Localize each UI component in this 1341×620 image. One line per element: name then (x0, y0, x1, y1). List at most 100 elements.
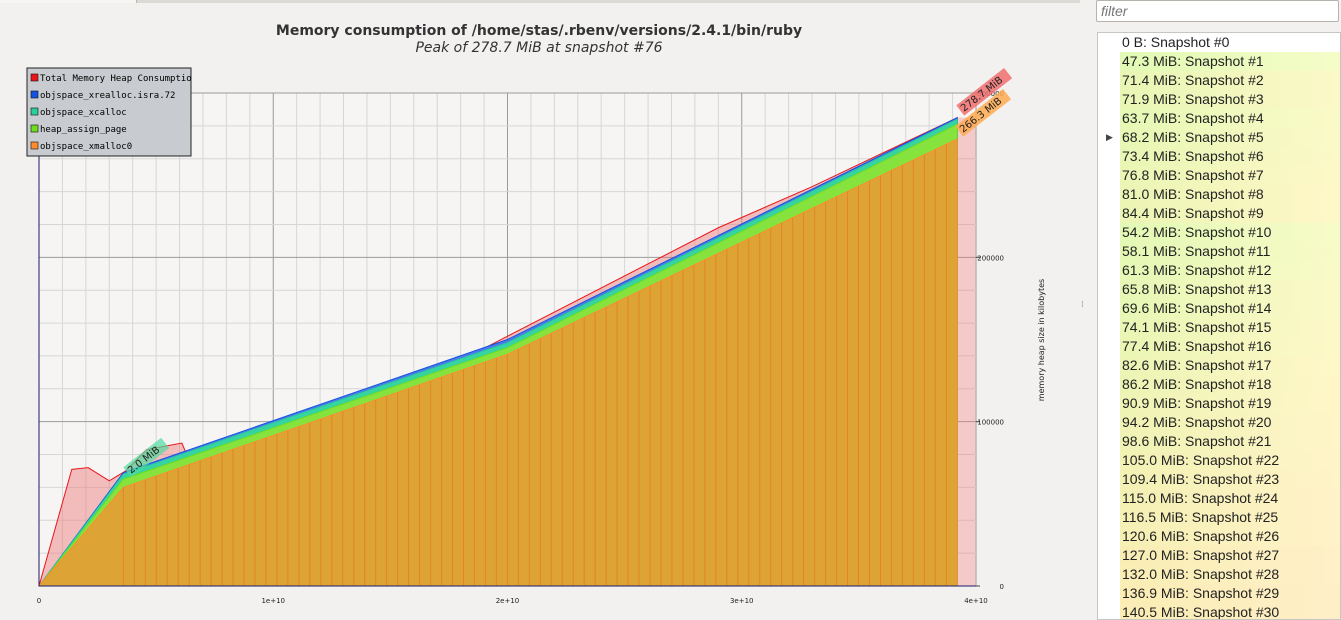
y-axis-label: memory heap size in kilobytes (1037, 279, 1046, 401)
snapshot-bar (1120, 318, 1340, 337)
snapshot-label: 71.4 MiB: Snapshot #2 (1122, 72, 1264, 88)
snapshot-bar (1120, 603, 1340, 619)
snapshot-row[interactable]: 140.5 MiB: Snapshot #30 (1098, 603, 1340, 619)
snapshot-label: 84.4 MiB: Snapshot #9 (1122, 205, 1264, 221)
snapshot-bar (1120, 261, 1340, 280)
snapshot-row[interactable]: 54.2 MiB: Snapshot #10 (1098, 223, 1340, 242)
legend-swatch (30, 124, 39, 133)
y-tick-label: 200000 (977, 254, 1004, 262)
x-tick-label: 4e+10 (964, 597, 988, 605)
snapshot-label: 58.1 MiB: Snapshot #11 (1122, 243, 1271, 259)
snapshot-bar (1120, 546, 1340, 565)
tab-active[interactable] (0, 0, 137, 3)
annotation-bg (123, 437, 170, 478)
snapshot-row[interactable]: 86.2 MiB: Snapshot #18 (1098, 375, 1340, 394)
snapshot-label: 47.3 MiB: Snapshot #1 (1122, 53, 1264, 69)
snapshot-label: 94.2 MiB: Snapshot #20 (1122, 414, 1272, 430)
snapshot-label: 132.0 MiB: Snapshot #28 (1122, 566, 1280, 582)
snapshot-row[interactable]: 116.5 MiB: Snapshot #25 (1098, 508, 1340, 527)
snapshot-row[interactable]: 136.9 MiB: Snapshot #29 (1098, 584, 1340, 603)
splitter-handle[interactable]: ⁞ (1081, 300, 1084, 310)
snapshot-row[interactable]: 120.6 MiB: Snapshot #26 (1098, 527, 1340, 546)
snapshot-bar (1120, 432, 1340, 451)
snapshot-row[interactable]: 127.0 MiB: Snapshot #27 (1098, 546, 1340, 565)
snapshot-list[interactable]: 0 B: Snapshot #0 47.3 MiB: Snapshot #1 71.… (1097, 32, 1341, 620)
snapshot-bar (1120, 413, 1340, 432)
snapshot-label: 73.4 MiB: Snapshot #6 (1122, 148, 1264, 164)
snapshot-bar (1120, 223, 1340, 242)
snapshot-label: 77.4 MiB: Snapshot #16 (1122, 338, 1272, 354)
snapshot-label: 76.8 MiB: Snapshot #7 (1122, 167, 1264, 183)
snapshot-row[interactable]: 105.0 MiB: Snapshot #22 (1098, 451, 1340, 470)
snapshot-row[interactable]: 84.4 MiB: Snapshot #9 (1098, 204, 1340, 223)
chart-title: Memory consumption of /home/stas/.rbenv/… (276, 23, 802, 39)
snapshot-bar (1120, 109, 1340, 128)
legend-swatch (30, 107, 39, 116)
snapshot-row[interactable]: 63.7 MiB: Snapshot #4 (1098, 109, 1340, 128)
snapshot-row[interactable]: 98.6 MiB: Snapshot #21 (1098, 432, 1340, 451)
legend-swatch (30, 90, 39, 99)
snapshot-row[interactable]: 47.3 MiB: Snapshot #1 (1098, 52, 1340, 71)
snapshot-bar (1120, 52, 1340, 71)
snapshot-bar (1120, 508, 1340, 527)
snapshot-label: 81.0 MiB: Snapshot #8 (1122, 186, 1264, 202)
legend-label: Total Memory Heap Consumptio (40, 74, 192, 84)
annotation-bg (956, 67, 1013, 116)
snapshot-row[interactable]: 71.9 MiB: Snapshot #3 (1098, 90, 1340, 109)
snapshot-bar (1120, 299, 1340, 318)
x-tick-label: 3e+10 (730, 597, 754, 605)
snapshot-row[interactable]: 65.8 MiB: Snapshot #13 (1098, 280, 1340, 299)
snapshot-bar (1120, 128, 1340, 147)
snapshot-label: 109.4 MiB: Snapshot #23 (1122, 471, 1280, 487)
snapshot-bar (1120, 71, 1340, 90)
snapshot-bar (1120, 451, 1340, 470)
legend-swatch (30, 141, 39, 150)
x-tick-label: 1e+10 (261, 597, 285, 605)
snapshot-row[interactable]: 71.4 MiB: Snapshot #2 (1098, 71, 1340, 90)
snapshot-row[interactable]: 61.3 MiB: Snapshot #12 (1098, 261, 1340, 280)
filter-input[interactable] (1096, 0, 1339, 22)
snapshot-row[interactable]: 82.6 MiB: Snapshot #17 (1098, 356, 1340, 375)
snapshot-row[interactable]: 94.2 MiB: Snapshot #20 (1098, 413, 1340, 432)
snapshot-row[interactable]: 109.4 MiB: Snapshot #23 (1098, 470, 1340, 489)
snapshot-label: 98.6 MiB: Snapshot #21 (1122, 433, 1272, 449)
snapshot-label: 65.8 MiB: Snapshot #13 (1122, 281, 1272, 297)
snapshot-bar (1120, 527, 1340, 546)
snapshot-row[interactable]: 0 B: Snapshot #0 (1098, 33, 1340, 52)
snapshot-label: 68.2 MiB: Snapshot #5 (1122, 129, 1264, 145)
snapshot-bar (1120, 565, 1340, 584)
snapshot-bar (1120, 280, 1340, 299)
snapshot-row[interactable]: 73.4 MiB: Snapshot #6 (1098, 147, 1340, 166)
snapshot-bar (1120, 185, 1340, 204)
snapshot-bar (1120, 166, 1340, 185)
snapshot-row[interactable]: ▶ 68.2 MiB: Snapshot #5 (1098, 128, 1340, 147)
legend-box (26, 67, 192, 157)
snapshot-row[interactable]: 81.0 MiB: Snapshot #8 (1098, 185, 1340, 204)
legend-label: heap_assign_page (40, 125, 127, 135)
snapshot-label: 69.6 MiB: Snapshot #14 (1122, 300, 1272, 316)
snapshot-row[interactable]: 58.1 MiB: Snapshot #11 (1098, 242, 1340, 261)
legend-label: objspace_xrealloc.isra.72 (40, 91, 175, 101)
snapshot-row[interactable]: 77.4 MiB: Snapshot #16 (1098, 337, 1340, 356)
snapshot-label: 63.7 MiB: Snapshot #4 (1122, 110, 1264, 126)
expand-arrow-icon[interactable]: ▶ (1106, 132, 1113, 142)
area-tail (957, 117, 976, 587)
snapshot-row[interactable]: 132.0 MiB: Snapshot #28 (1098, 565, 1340, 584)
memory-chart: Memory consumption of /home/stas/.rbenv/… (26, 23, 1046, 605)
snapshot-bar (1120, 242, 1340, 261)
snapshot-row[interactable]: 90.9 MiB: Snapshot #19 (1098, 394, 1340, 413)
snapshot-label: 136.9 MiB: Snapshot #29 (1122, 585, 1280, 601)
snapshot-bar (1120, 584, 1340, 603)
snapshot-row[interactable]: 115.0 MiB: Snapshot #24 (1098, 489, 1340, 508)
chart-legend[interactable]: Total Memory Heap Consumptio objspace_xre… (26, 67, 192, 157)
snapshot-label: 120.6 MiB: Snapshot #26 (1122, 528, 1280, 544)
snapshot-bar (1120, 489, 1340, 508)
snapshot-label: 86.2 MiB: Snapshot #18 (1122, 376, 1272, 392)
snapshot-row[interactable]: 76.8 MiB: Snapshot #7 (1098, 166, 1340, 185)
snapshot-row[interactable]: 69.6 MiB: Snapshot #14 (1098, 299, 1340, 318)
snapshot-label: 90.9 MiB: Snapshot #19 (1122, 395, 1272, 411)
snapshot-bar (1120, 375, 1340, 394)
snapshot-row[interactable]: 74.1 MiB: Snapshot #15 (1098, 318, 1340, 337)
x-tick-label: 2e+10 (496, 597, 520, 605)
legend-label: objspace_xmalloc0 (40, 142, 132, 152)
